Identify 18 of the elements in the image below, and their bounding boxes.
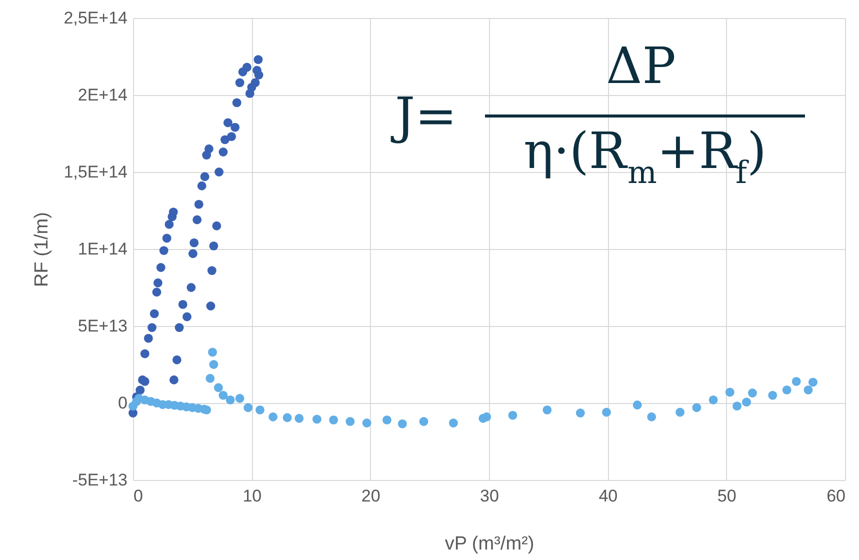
x-tick-label: 20: [361, 486, 380, 506]
y-tick-label: 1,5E+14: [64, 162, 128, 182]
x-tick-label: 10: [242, 486, 262, 506]
y-tick-label: -5E+13: [72, 470, 128, 490]
y-axis-title: RF (1/m): [32, 212, 53, 287]
x-tick-label: 0: [134, 486, 143, 506]
x-tick-label: 50: [717, 486, 736, 506]
annotation: J=: [390, 87, 457, 145]
y-tick-label: 0: [118, 394, 128, 412]
y-tick-label: 2,5E+14: [64, 8, 128, 28]
x-tick-label: 60: [826, 486, 846, 506]
y-tick-label: 5E+13: [78, 316, 128, 336]
annotation: ΔP: [606, 37, 676, 95]
y-tick-label: 2E+14: [78, 86, 128, 104]
x-axis-title: vP (m³/m²): [444, 534, 534, 554]
x-tick-label: 30: [480, 486, 499, 506]
x-tick-label: 40: [598, 486, 618, 506]
y-tick-label: 1E+14: [78, 240, 128, 258]
